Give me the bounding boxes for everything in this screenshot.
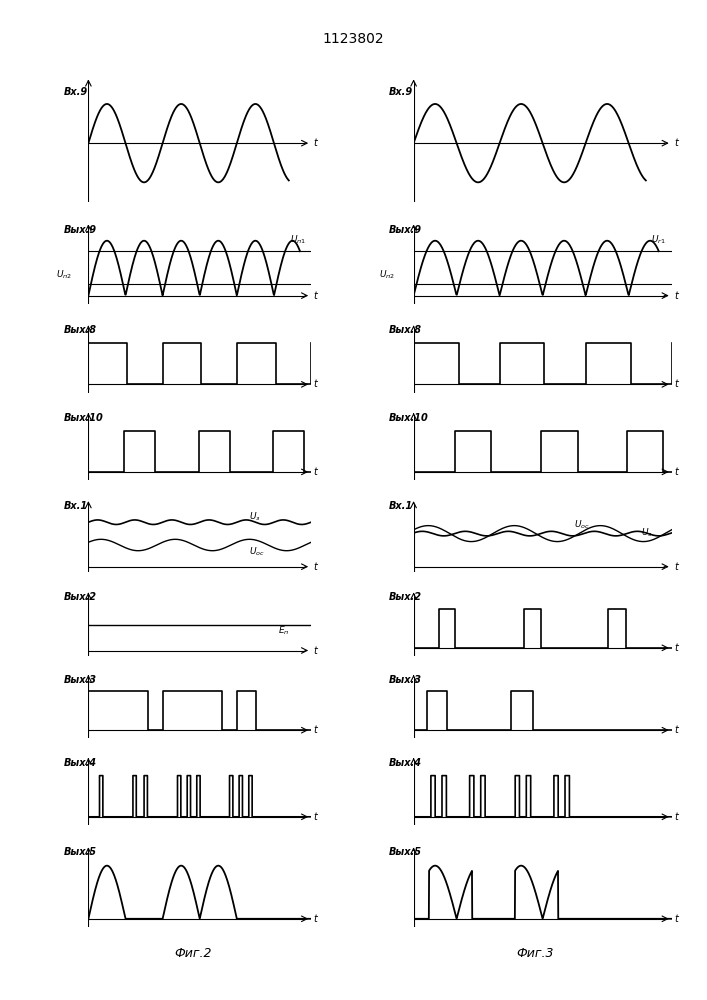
Text: $U_з$: $U_з$: [249, 510, 260, 523]
Text: Вых.9: Вых.9: [389, 225, 422, 235]
Text: Вх.1: Вх.1: [389, 501, 413, 511]
Text: Вых.5: Вых.5: [64, 847, 97, 857]
Text: Вых.2: Вых.2: [389, 592, 422, 602]
Text: Фиг.3: Фиг.3: [517, 947, 554, 960]
Text: t: t: [313, 725, 317, 735]
Text: t: t: [674, 138, 678, 148]
Text: Вых.4: Вых.4: [64, 758, 97, 768]
Text: t: t: [313, 562, 317, 572]
Text: 1123802: 1123802: [322, 32, 385, 46]
Text: $U_{п1}$: $U_{п1}$: [291, 234, 307, 246]
Text: Вх.9: Вх.9: [389, 87, 413, 97]
Text: t: t: [313, 138, 317, 148]
Text: t: t: [313, 646, 317, 656]
Text: Вых.3: Вых.3: [64, 675, 97, 685]
Text: $U_{ос}$: $U_{ос}$: [249, 546, 264, 558]
Text: Вых.10: Вых.10: [64, 413, 103, 423]
Text: Вых.9: Вых.9: [64, 225, 97, 235]
Text: t: t: [674, 725, 678, 735]
Text: Вых.8: Вых.8: [389, 325, 422, 335]
Text: Вх.1: Вх.1: [64, 501, 88, 511]
Text: t: t: [313, 291, 317, 301]
Text: t: t: [313, 379, 317, 389]
Text: t: t: [674, 291, 678, 301]
Text: Вых.2: Вых.2: [64, 592, 97, 602]
Text: $U_{ос}$: $U_{ос}$: [573, 518, 590, 531]
Text: Вых.3: Вых.3: [389, 675, 422, 685]
Text: Фиг.2: Фиг.2: [174, 947, 211, 960]
Text: Вых.10: Вых.10: [389, 413, 428, 423]
Text: $U_{г1}$: $U_{г1}$: [651, 234, 667, 246]
Text: $U_з$: $U_з$: [641, 526, 653, 539]
Text: t: t: [313, 812, 317, 822]
Text: Вых.5: Вых.5: [389, 847, 422, 857]
Text: $U_{п2}$: $U_{п2}$: [378, 268, 395, 281]
Text: t: t: [674, 812, 678, 822]
Text: t: t: [674, 914, 678, 924]
Text: $E_п$: $E_п$: [278, 625, 289, 637]
Text: t: t: [313, 467, 317, 477]
Text: t: t: [313, 914, 317, 924]
Text: t: t: [674, 562, 678, 572]
Text: t: t: [674, 643, 678, 653]
Text: t: t: [674, 467, 678, 477]
Text: Вх.9: Вх.9: [64, 87, 88, 97]
Text: Вых.4: Вых.4: [389, 758, 422, 768]
Text: Вых.8: Вых.8: [64, 325, 97, 335]
Text: t: t: [674, 379, 678, 389]
Text: $U_{п2}$: $U_{п2}$: [56, 268, 72, 281]
